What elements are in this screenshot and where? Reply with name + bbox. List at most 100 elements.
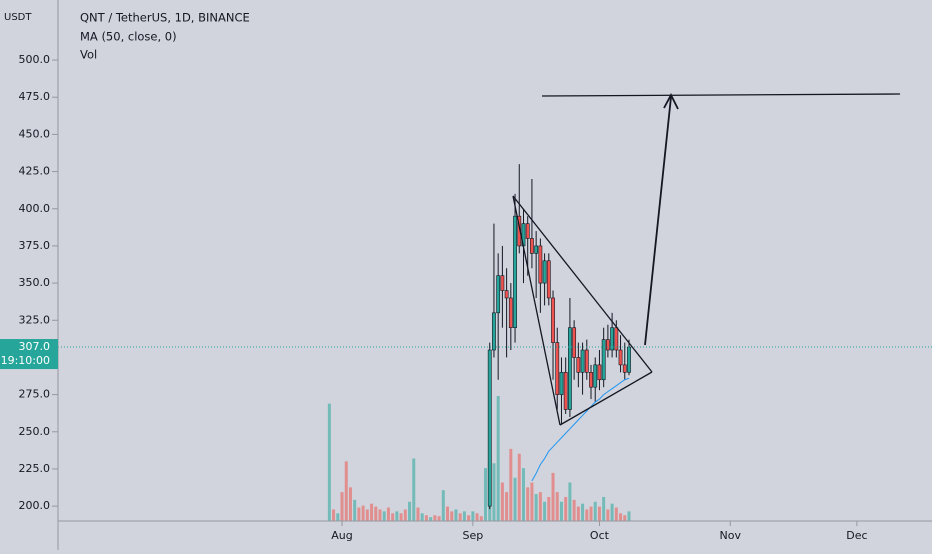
volume-bar: [462, 511, 466, 521]
volume-bar: [513, 477, 517, 521]
volume-bar: [340, 492, 344, 521]
volume-bar: [344, 461, 348, 521]
volume-bar: [332, 509, 336, 521]
volume-bar: [543, 501, 547, 521]
triangle-upper: [512, 195, 653, 373]
y-unit: USDT: [4, 12, 32, 23]
volume-bar: [530, 482, 534, 521]
chart-title: QNT / TetherUS, 1D, BINANCE: [80, 11, 250, 25]
volume-bar: [441, 490, 445, 521]
volume-bar: [454, 509, 458, 521]
volume-layer: [327, 396, 631, 521]
candle-body: [605, 339, 610, 351]
candle-body: [572, 327, 577, 358]
volume-bar: [606, 509, 610, 521]
candle-body: [500, 275, 505, 291]
volume-bar: [610, 503, 614, 521]
volume-bar: [429, 517, 433, 521]
volume-bar: [496, 396, 500, 521]
volume-bar: [336, 513, 340, 521]
volume-bar: [433, 515, 437, 521]
volume-bar: [500, 482, 504, 521]
volume-bar: [551, 472, 555, 521]
y-tick-label: 275.0: [19, 388, 51, 401]
volume-bar: [614, 507, 618, 521]
volume-bar: [327, 403, 331, 521]
candle-body: [627, 346, 631, 373]
target-line: [541, 93, 901, 97]
volume-bar: [471, 511, 475, 521]
candle-body: [492, 312, 496, 351]
y-tick-label: 200.0: [19, 499, 51, 512]
y-tick-label: 500.0: [19, 53, 51, 66]
candle-body: [551, 297, 555, 343]
candle-body: [622, 364, 627, 373]
volume-bar: [521, 468, 525, 521]
x-tick-label: Dec: [846, 529, 867, 542]
y-tick-label: 425.0: [19, 165, 51, 178]
volume-bar: [585, 509, 589, 521]
candle-body: [508, 297, 513, 329]
x-tick-label: Aug: [331, 529, 352, 542]
volume-bar: [559, 501, 563, 521]
y-tick-label: 450.0: [19, 127, 51, 140]
x-tick-label: Sep: [462, 529, 483, 542]
y-tick-label: 325.0: [19, 313, 51, 326]
candle-body: [589, 372, 593, 388]
x-tick-label: Nov: [720, 529, 742, 542]
volume-bar: [353, 499, 357, 521]
volume-bar: [395, 511, 399, 521]
volume-bar: [378, 509, 382, 521]
volume-bar: [348, 487, 352, 521]
arrow-head: [663, 93, 679, 110]
volume-bar: [564, 496, 568, 521]
candle-body: [555, 342, 560, 395]
volume-bar: [547, 496, 551, 521]
candle-body: [525, 223, 530, 239]
volume-bar: [437, 516, 441, 521]
volume-bar: [602, 496, 606, 521]
volume-bar: [517, 453, 521, 521]
arrow-shaft: [644, 96, 672, 346]
volume-bar: [484, 468, 488, 521]
candle-body: [593, 364, 598, 388]
volume-bar: [627, 511, 631, 521]
volume-bar: [416, 507, 420, 521]
volume-bar: [475, 513, 479, 521]
volume-bar: [568, 482, 572, 521]
candle-body: [584, 349, 589, 373]
candle-body: [568, 327, 572, 410]
countdown: 19:10:00: [1, 354, 50, 367]
volume-bar: [479, 516, 483, 521]
volume-bar: [619, 513, 623, 521]
axis-labels: 200.0225.0250.0275.0300.0325.0350.0375.0…: [0, 53, 868, 542]
ma-line: [531, 377, 630, 482]
y-tick-label: 350.0: [19, 276, 51, 289]
volume-bar: [589, 506, 593, 521]
volume-bar: [374, 506, 378, 521]
candle-body: [517, 215, 522, 247]
candle-body: [546, 260, 551, 299]
volume-bar: [467, 515, 471, 521]
volume-bar: [391, 513, 395, 521]
volume-bar: [450, 511, 454, 521]
volume-bar: [424, 515, 428, 521]
volume-bar: [399, 513, 403, 521]
candle-body: [559, 372, 564, 395]
y-tick-label: 225.0: [19, 462, 51, 475]
y-tick-label: 250.0: [19, 425, 51, 438]
candle-body: [504, 290, 509, 299]
indicator-label: Vol: [80, 48, 97, 62]
candle-body: [580, 349, 585, 373]
volume-bar: [572, 499, 576, 521]
volume-bar: [403, 509, 407, 521]
volume-bar: [382, 511, 386, 521]
indicator-label: MA (50, close, 0): [80, 30, 177, 44]
volume-bar: [458, 513, 462, 521]
volume-bar: [420, 513, 424, 521]
volume-bar: [576, 506, 580, 521]
y-tick-label: 475.0: [19, 90, 51, 103]
volume-bar: [526, 487, 530, 521]
volume-bar: [386, 507, 390, 521]
